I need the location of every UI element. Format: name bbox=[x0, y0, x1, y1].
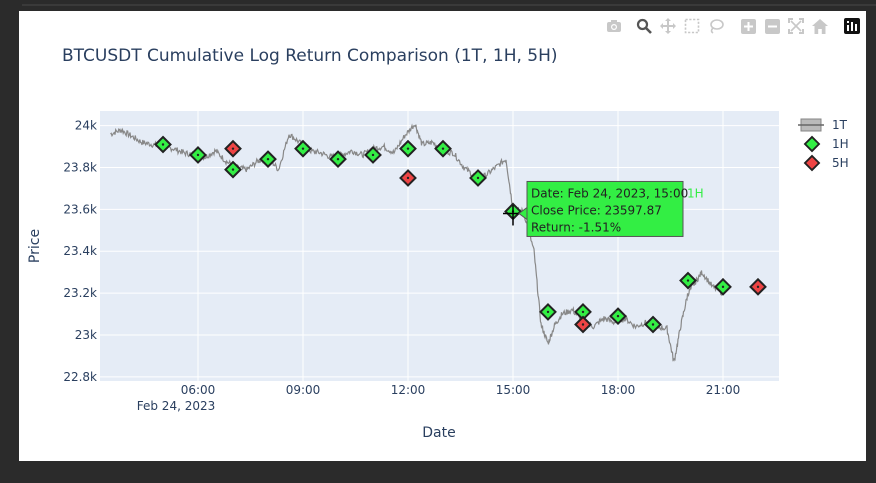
legend-label-5h: 5H bbox=[832, 156, 849, 170]
legend-marker-1h bbox=[803, 135, 821, 153]
x-axis-title: Date bbox=[422, 425, 455, 441]
chart-svg: 06:00 09:00 12:00 15:00 18:00 21:00 22.8k23k2… bbox=[27, 46, 849, 441]
plot-container: 06:00 09:00 12:00 15:00 18:00 21:00 22.8k 23k 2… bbox=[19, 11, 866, 461]
tooltip-arrow bbox=[518, 206, 528, 221]
box-select-icon[interactable] bbox=[682, 15, 702, 37]
x-tick-label: 12:00 bbox=[391, 383, 426, 397]
grid bbox=[100, 111, 779, 381]
y-tick-label: 23.6k bbox=[63, 202, 97, 216]
y-axis-title: Price bbox=[27, 229, 43, 263]
marker-1h-dot bbox=[686, 279, 690, 282]
plot-modebar bbox=[604, 15, 866, 37]
legend-marker-5h bbox=[803, 154, 821, 172]
y-tick-label: 23.8k bbox=[63, 161, 97, 175]
marker-1h-dot bbox=[266, 157, 270, 161]
tooltip-date: Date: Feb 24, 2023, 15:00 bbox=[531, 186, 688, 200]
lasso-icon[interactable] bbox=[706, 15, 726, 37]
zoom-out-icon[interactable] bbox=[762, 15, 782, 37]
legend: 1T 1H 5H bbox=[798, 118, 849, 172]
series-1h bbox=[154, 135, 732, 334]
y-tick-label: 23.2k bbox=[63, 286, 97, 300]
y-tick-label: 24k bbox=[75, 119, 97, 133]
marker-1h-dot bbox=[721, 285, 725, 289]
marker-1h-dot bbox=[441, 147, 445, 150]
marker-1h-dot bbox=[406, 147, 410, 150]
x-tick-label: 15:00 bbox=[496, 383, 531, 397]
camera-icon[interactable] bbox=[604, 15, 624, 37]
legend-item-5h[interactable]: 5H bbox=[803, 154, 849, 172]
legend-item-1t[interactable]: 1T bbox=[798, 118, 848, 132]
y-tick-label: 23.4k bbox=[63, 244, 97, 258]
marker-1h-dot bbox=[581, 310, 585, 314]
zoom-icon[interactable] bbox=[634, 15, 654, 37]
zoom-in-icon[interactable] bbox=[738, 15, 758, 37]
marker-1h-dot bbox=[546, 310, 550, 314]
x-tick-labels: 06:00 09:00 12:00 15:00 18:00 21:00 bbox=[181, 383, 741, 397]
legend-label-1t: 1T bbox=[832, 118, 848, 132]
x-tick-label: 09:00 bbox=[286, 383, 321, 397]
tooltip-series-tag: 1H bbox=[687, 186, 704, 200]
x-tick-label: 21:00 bbox=[706, 383, 741, 397]
chart-title: BTCUSDT Cumulative Log Return Comparison… bbox=[62, 46, 558, 66]
series-5h bbox=[224, 139, 767, 334]
legend-item-1h[interactable]: 1H bbox=[803, 135, 849, 153]
series-1t bbox=[110, 123, 724, 362]
marker-1h-dot bbox=[371, 153, 375, 157]
plotly-logo-icon[interactable] bbox=[842, 15, 862, 37]
y-tick-label: 22.8k bbox=[63, 370, 97, 384]
marker-1h-dot bbox=[161, 143, 165, 146]
window-top-divider bbox=[22, 4, 876, 6]
marker-1h-dot bbox=[616, 314, 620, 318]
marker-1h-dot bbox=[476, 176, 480, 180]
reset-axes-icon[interactable] bbox=[810, 15, 830, 37]
marker-1h-dot bbox=[231, 168, 235, 171]
x-tick-date: Feb 24, 2023 bbox=[137, 399, 216, 413]
marker-5h-dot bbox=[231, 147, 235, 150]
y-tick-label: 23k bbox=[75, 328, 97, 342]
marker-1h-dot bbox=[301, 147, 305, 150]
marker-5h-dot bbox=[406, 176, 410, 180]
tooltip-close-price: Close Price: 23597.87 bbox=[531, 203, 662, 217]
marker-5h-dot bbox=[756, 285, 760, 289]
hover-tooltip: Date: Feb 24, 2023, 15:00 Close Price: 2… bbox=[503, 180, 704, 237]
tooltip-box bbox=[526, 180, 684, 237]
x-tick-label: 18:00 bbox=[601, 383, 636, 397]
autoscale-icon[interactable] bbox=[786, 15, 806, 37]
x-tick-label: 06:00 bbox=[181, 383, 216, 397]
y-tick-labels: 22.8k 23k 23.2k 23.4k 23.6k 23.8k 24k bbox=[63, 119, 97, 384]
marker-5h-dot bbox=[581, 323, 585, 326]
marker-1h-dot bbox=[196, 153, 200, 157]
tooltip-return: Return: -1.51% bbox=[531, 220, 621, 234]
legend-label-1h: 1H bbox=[832, 137, 849, 151]
pan-icon[interactable] bbox=[658, 15, 678, 37]
plot-area[interactable] bbox=[100, 111, 779, 381]
marker-1h-dot bbox=[651, 323, 655, 326]
line-1t bbox=[110, 123, 724, 362]
marker-1h-dot bbox=[336, 157, 340, 161]
